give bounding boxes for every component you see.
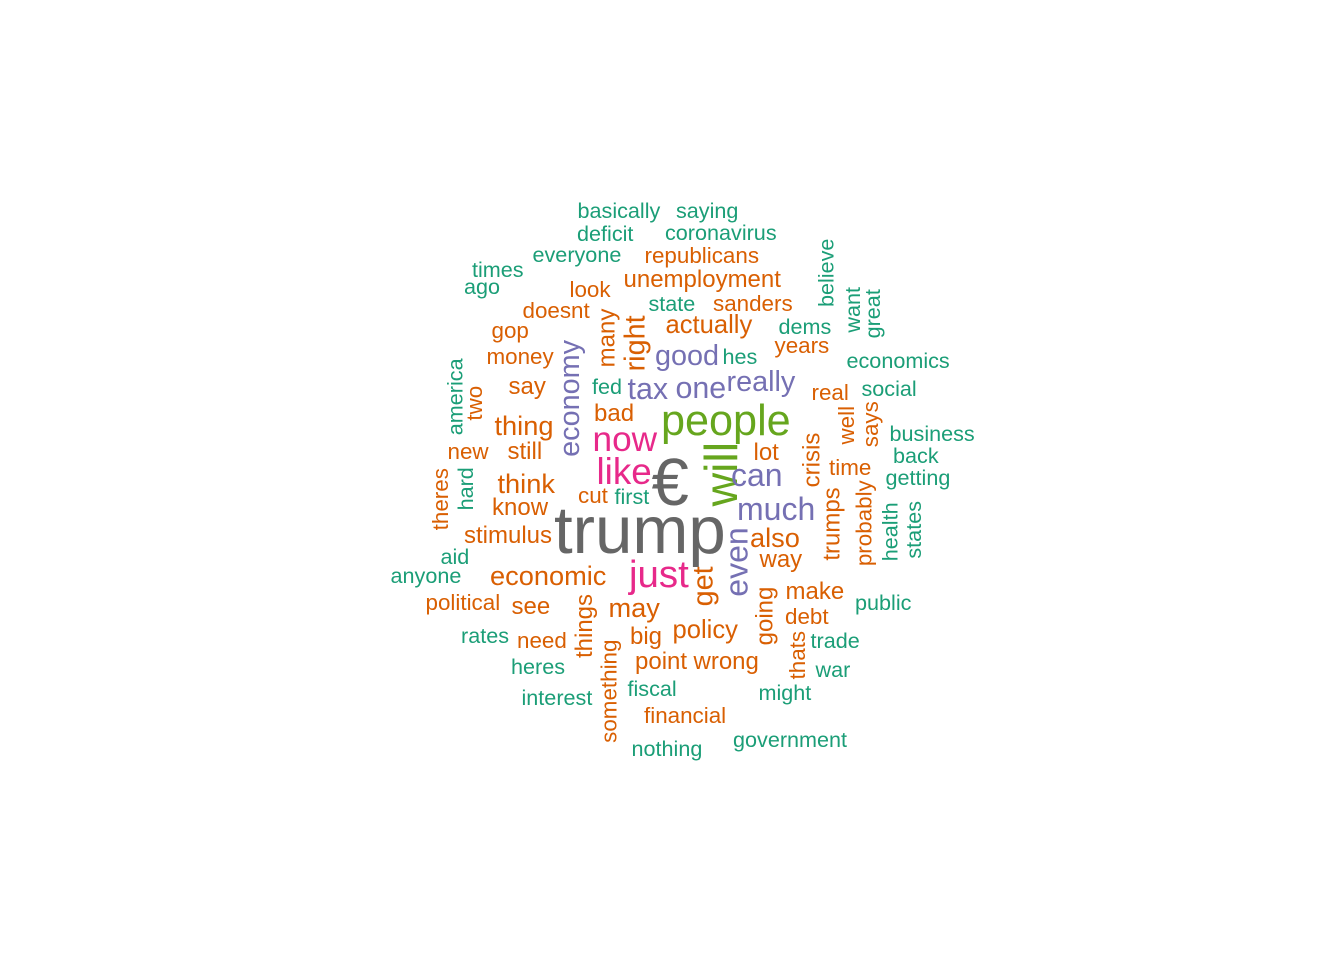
word-years: years — [774, 333, 830, 358]
word-financial: financial — [644, 703, 727, 728]
word-thing: thing — [494, 409, 554, 441]
word-nothing: nothing — [631, 736, 703, 761]
word-new: new — [447, 439, 489, 464]
word-think: think — [497, 467, 555, 499]
word-thats: thats — [784, 630, 810, 680]
word-health: health — [877, 502, 903, 562]
word-gop: gop — [491, 318, 529, 343]
word-theres: theres — [427, 468, 453, 531]
word-money: money — [486, 344, 554, 369]
word-look: look — [569, 277, 611, 302]
word-aid: aid — [440, 544, 470, 569]
word-need: need — [517, 628, 567, 653]
word-tax: tax — [627, 372, 669, 406]
word-interest: interest — [521, 685, 593, 710]
word-now: now — [592, 419, 658, 459]
word-even: even — [718, 527, 755, 597]
word-things: things — [571, 593, 599, 659]
word-wrong: wrong — [693, 648, 759, 675]
word-good: good — [655, 339, 720, 372]
word-policy: policy — [672, 616, 738, 644]
word-can: can — [731, 457, 783, 493]
word-lot: lot — [753, 439, 779, 466]
word-might: might — [758, 680, 812, 705]
word-right: right — [619, 314, 652, 371]
word-war: war — [815, 657, 851, 682]
word-time: time — [829, 455, 872, 480]
word-political: political — [425, 590, 501, 615]
word-fiscal: fiscal — [627, 676, 677, 701]
word-first: first — [614, 484, 650, 509]
word-one: one — [675, 371, 727, 405]
word-like: like — [596, 450, 652, 492]
word-america: america — [442, 358, 468, 436]
word-business: business — [889, 421, 975, 446]
word-hes: hes — [722, 344, 758, 369]
word-saying: saying — [676, 198, 739, 223]
word-says: says — [857, 401, 883, 448]
word-economics: economics — [846, 348, 950, 373]
word-dems: dems — [778, 314, 832, 339]
word-public: public — [855, 590, 912, 615]
word-big: big — [630, 623, 663, 650]
word-republicans: republicans — [644, 243, 760, 268]
word-everyone: everyone — [532, 242, 622, 267]
word-deficit: deficit — [577, 221, 634, 246]
word-doesnt: doesnt — [522, 298, 590, 323]
word-crisis: crisis — [797, 432, 825, 488]
word-economic: economic — [490, 559, 607, 591]
word-trumps: trumps — [818, 487, 846, 561]
word-many: many — [592, 308, 620, 368]
word-still: still — [507, 438, 543, 465]
word-government: government — [733, 727, 848, 752]
word-great: great — [859, 289, 885, 339]
word-probably: probably — [851, 480, 877, 567]
word-states: states — [901, 500, 927, 559]
word-heres: heres — [511, 654, 566, 679]
word-much: much — [737, 491, 816, 527]
word-trade: trade — [810, 628, 860, 653]
word-bad: bad — [594, 400, 635, 427]
word-really: really — [726, 365, 796, 398]
word-economy: economy — [553, 339, 586, 457]
word-euro: € — [651, 444, 689, 520]
word-coronavirus: coronavirus — [665, 220, 777, 245]
word-going: going — [750, 586, 778, 646]
word-sanders: sanders — [713, 291, 793, 316]
word-hard: hard — [452, 467, 478, 511]
word-know: know — [492, 494, 549, 521]
word-fed: fed — [592, 374, 623, 399]
word-get: get — [687, 565, 720, 606]
word-believe: believe — [813, 238, 839, 308]
word-unemployment: unemployment — [623, 266, 781, 293]
word-social: social — [861, 376, 917, 401]
word-state: state — [648, 291, 696, 316]
word-ago: ago — [464, 274, 501, 299]
word-something: something — [595, 639, 621, 743]
word-rates: rates — [461, 623, 510, 648]
word-say: say — [508, 373, 546, 400]
word-stimulus: stimulus — [464, 522, 553, 549]
word-way: way — [759, 546, 803, 573]
word-back: back — [893, 443, 939, 468]
word-just: just — [629, 553, 689, 596]
word-anyone: anyone — [390, 563, 462, 588]
word-see: see — [511, 593, 551, 620]
word-people: people — [661, 396, 791, 445]
word-make: make — [785, 578, 845, 605]
word-trump: trump — [554, 492, 726, 568]
word-point: point — [635, 648, 688, 675]
word-actually: actually — [665, 311, 753, 339]
word-debt: debt — [785, 604, 829, 629]
word-real: real — [811, 380, 849, 405]
word-well: well — [833, 405, 859, 445]
word-times: times — [472, 257, 524, 282]
word-also: also — [750, 521, 800, 553]
word-may: may — [608, 591, 660, 623]
word-basically: basically — [577, 198, 661, 223]
word-cut: cut — [578, 483, 608, 508]
word-getting: getting — [885, 465, 951, 490]
